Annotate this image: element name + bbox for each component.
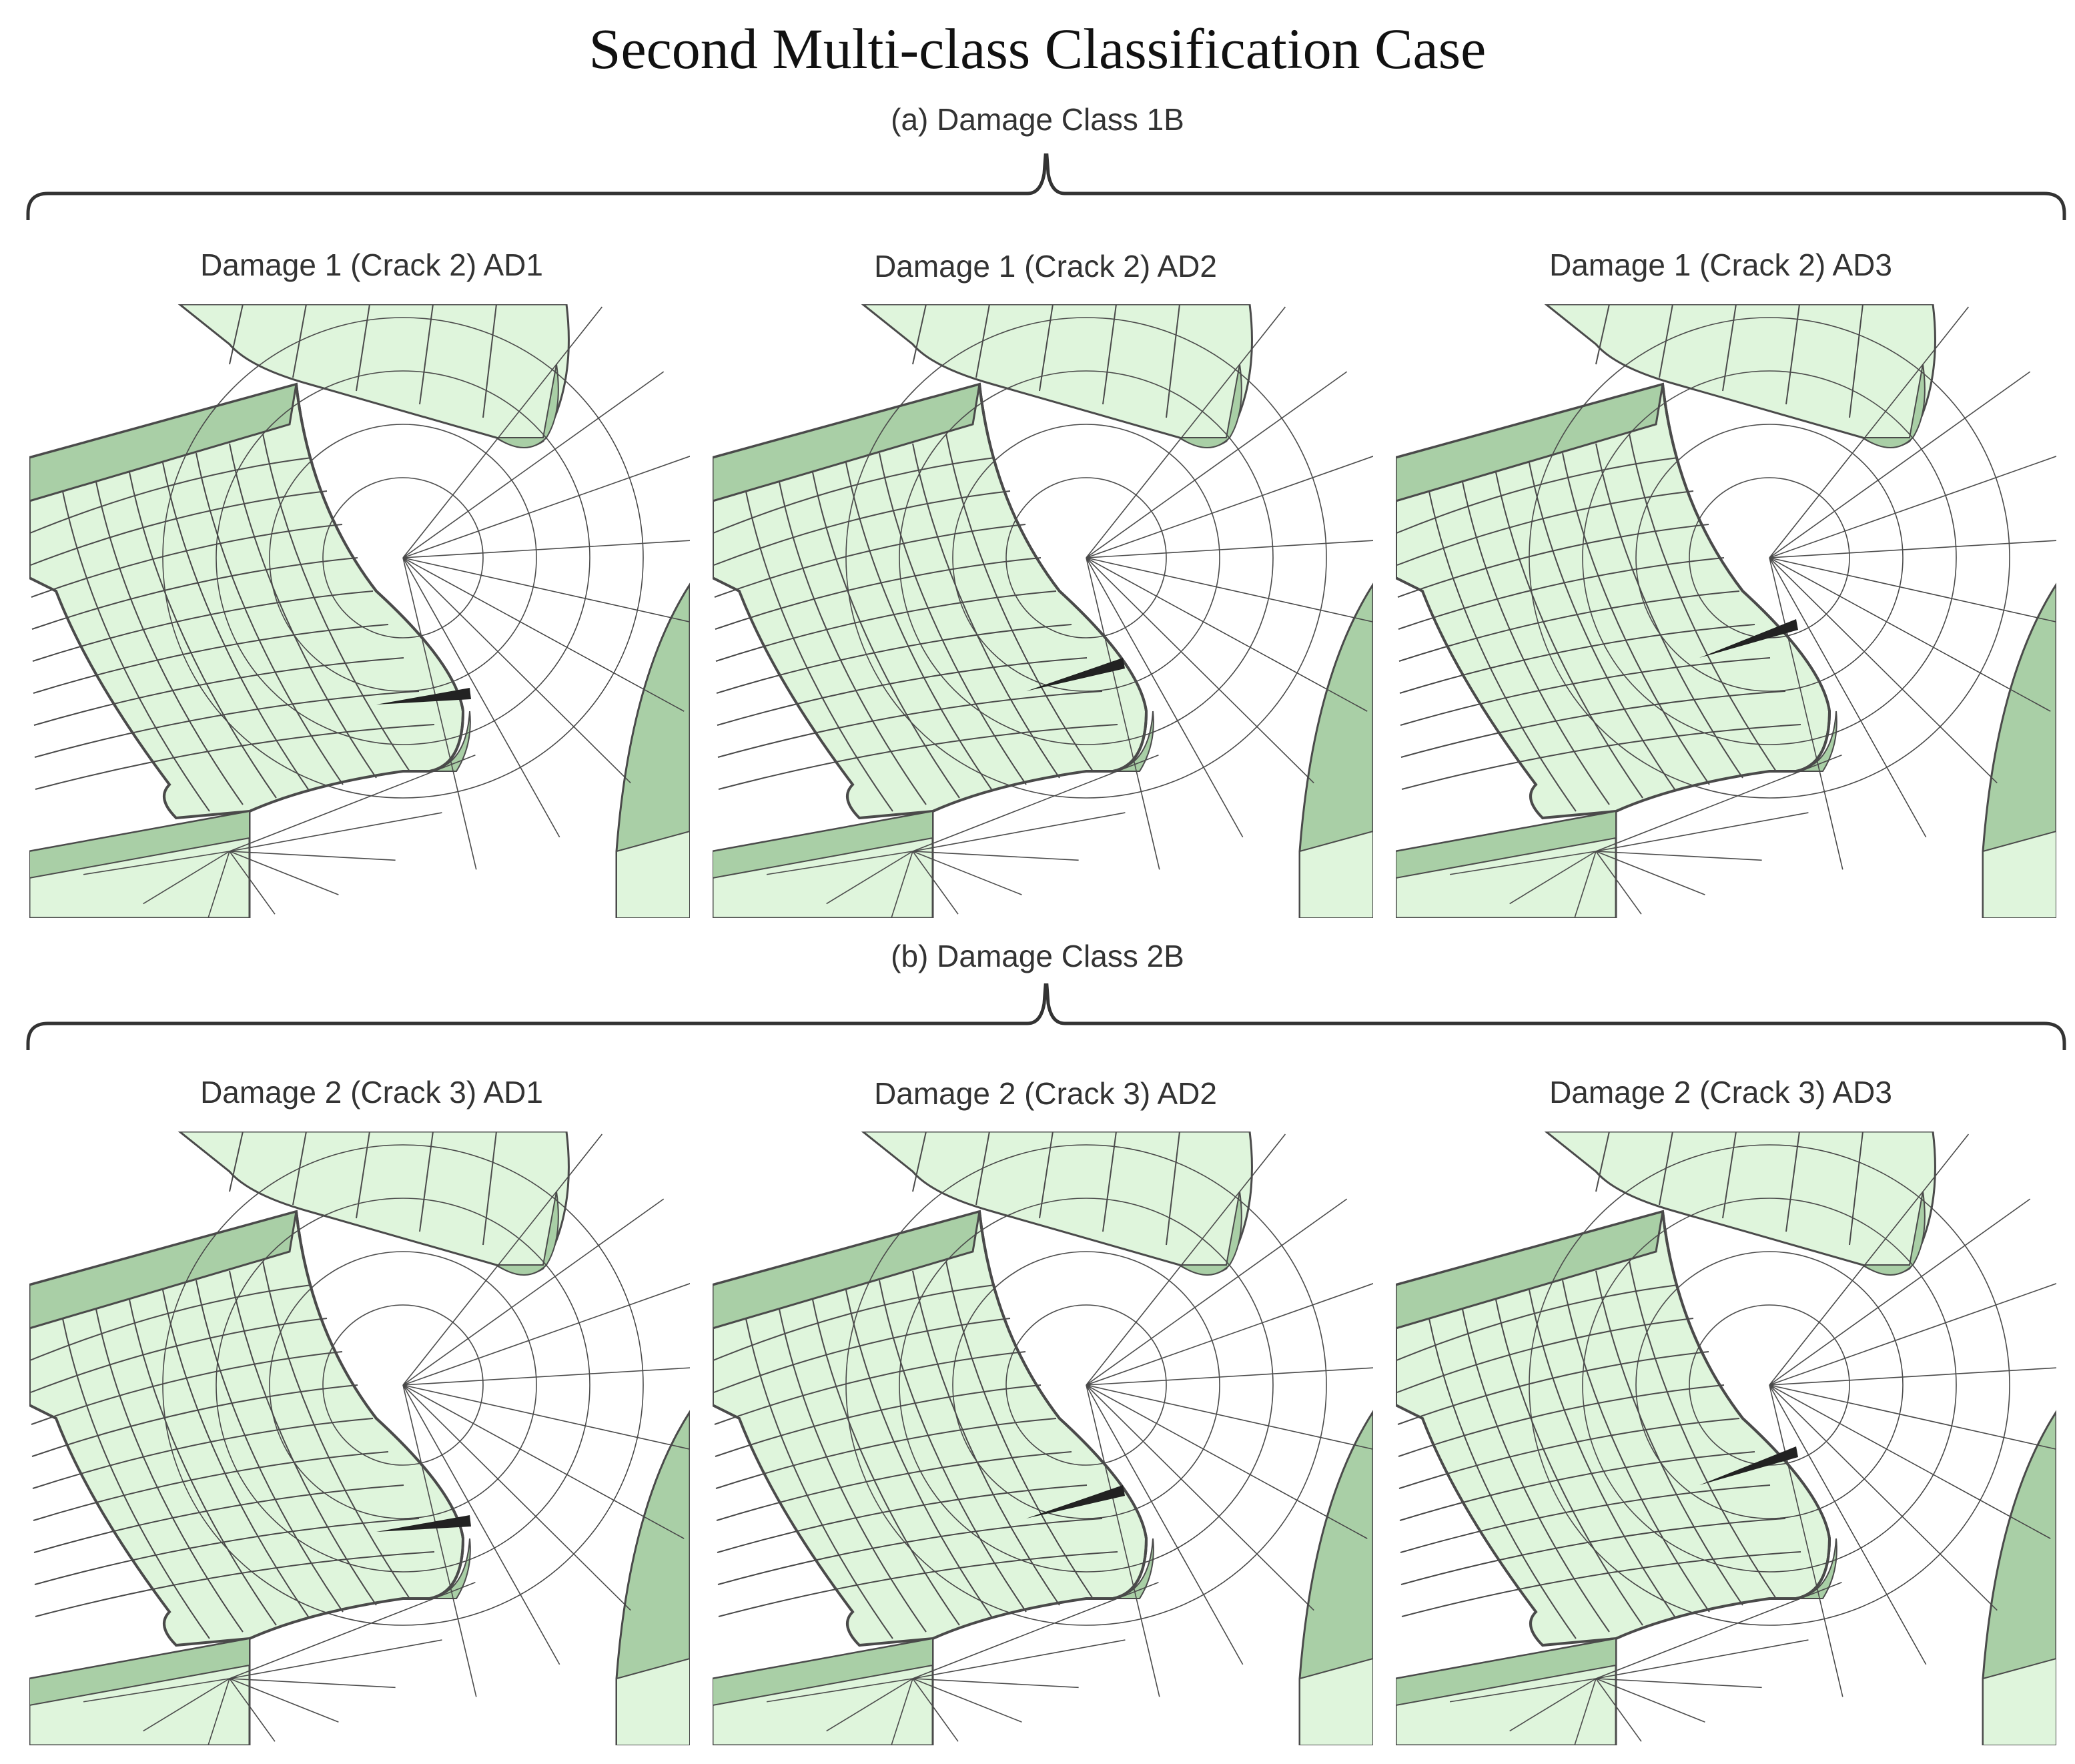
- mesh-grid: [29, 304, 497, 812]
- mesh-grid: [29, 1132, 497, 1639]
- gear-body-right: [1298, 582, 1373, 918]
- gear-body-right: [615, 582, 690, 918]
- gear-body-right: [1982, 582, 2056, 918]
- section-b-brace: [26, 983, 2066, 1050]
- gear-body-right: [615, 1410, 690, 1745]
- tooth-edge-strip: [713, 382, 981, 502]
- figure-title: Second Multi-class Classification Case: [588, 17, 1487, 81]
- crack-mark: [1026, 658, 1125, 691]
- crack-mark: [1699, 619, 1798, 658]
- tooth-edge-strip: [29, 1210, 298, 1330]
- tooth-edge-strip: [1396, 1210, 1664, 1330]
- mesh-grid: [713, 304, 1180, 812]
- mesh-render-b3: [1396, 1132, 2056, 1745]
- section-a-brace: [26, 153, 2066, 220]
- mesh-render-a1: [29, 304, 690, 918]
- section-a-label: (a) Damage Class 1B: [891, 102, 1184, 137]
- crack-mark: [1026, 1485, 1125, 1518]
- panel-b2-label: Damage 2 (Crack 3) AD2: [874, 1076, 1217, 1111]
- mesh-radial: [1449, 1134, 2056, 1745]
- gear-body-right: [1982, 1410, 2056, 1745]
- section-b-label: (b) Damage Class 2B: [891, 939, 1184, 973]
- tooth-edge-strip: [713, 1210, 981, 1330]
- panel-b1-label: Damage 2 (Crack 3) AD1: [200, 1075, 543, 1110]
- mesh-grid: [713, 1132, 1180, 1639]
- mesh-grid: [1396, 304, 1863, 812]
- tooth-edge-strip: [1396, 382, 1664, 502]
- panel-a2-mesh: [713, 304, 1373, 918]
- panel-a2-label: Damage 1 (Crack 2) AD2: [874, 249, 1217, 284]
- panel-b3-label: Damage 2 (Crack 3) AD3: [1549, 1075, 1892, 1110]
- panel-a3-mesh: [1396, 304, 2056, 918]
- crack-mark: [376, 688, 471, 705]
- gear-body-right: [1298, 1410, 1373, 1745]
- mesh-render-a2: [713, 304, 1373, 918]
- mesh-render-b2: [713, 1132, 1373, 1745]
- panel-a1-mesh: [29, 304, 690, 918]
- panel-b1-mesh: [29, 1132, 690, 1745]
- mesh-radial: [766, 306, 1373, 917]
- mesh-radial: [83, 1134, 690, 1745]
- mesh-grid: [1396, 1132, 1863, 1639]
- panel-a1-label: Damage 1 (Crack 2) AD1: [200, 248, 543, 282]
- crack-mark: [376, 1515, 471, 1532]
- mesh-render-b1: [29, 1132, 690, 1745]
- mesh-render-a3: [1396, 304, 2056, 918]
- panel-b2-mesh: [713, 1132, 1373, 1745]
- panel-a3-label: Damage 1 (Crack 2) AD3: [1549, 248, 1892, 282]
- panel-b3-mesh: [1396, 1132, 2056, 1745]
- tooth-edge-strip: [29, 382, 298, 502]
- crack-mark: [1699, 1446, 1798, 1485]
